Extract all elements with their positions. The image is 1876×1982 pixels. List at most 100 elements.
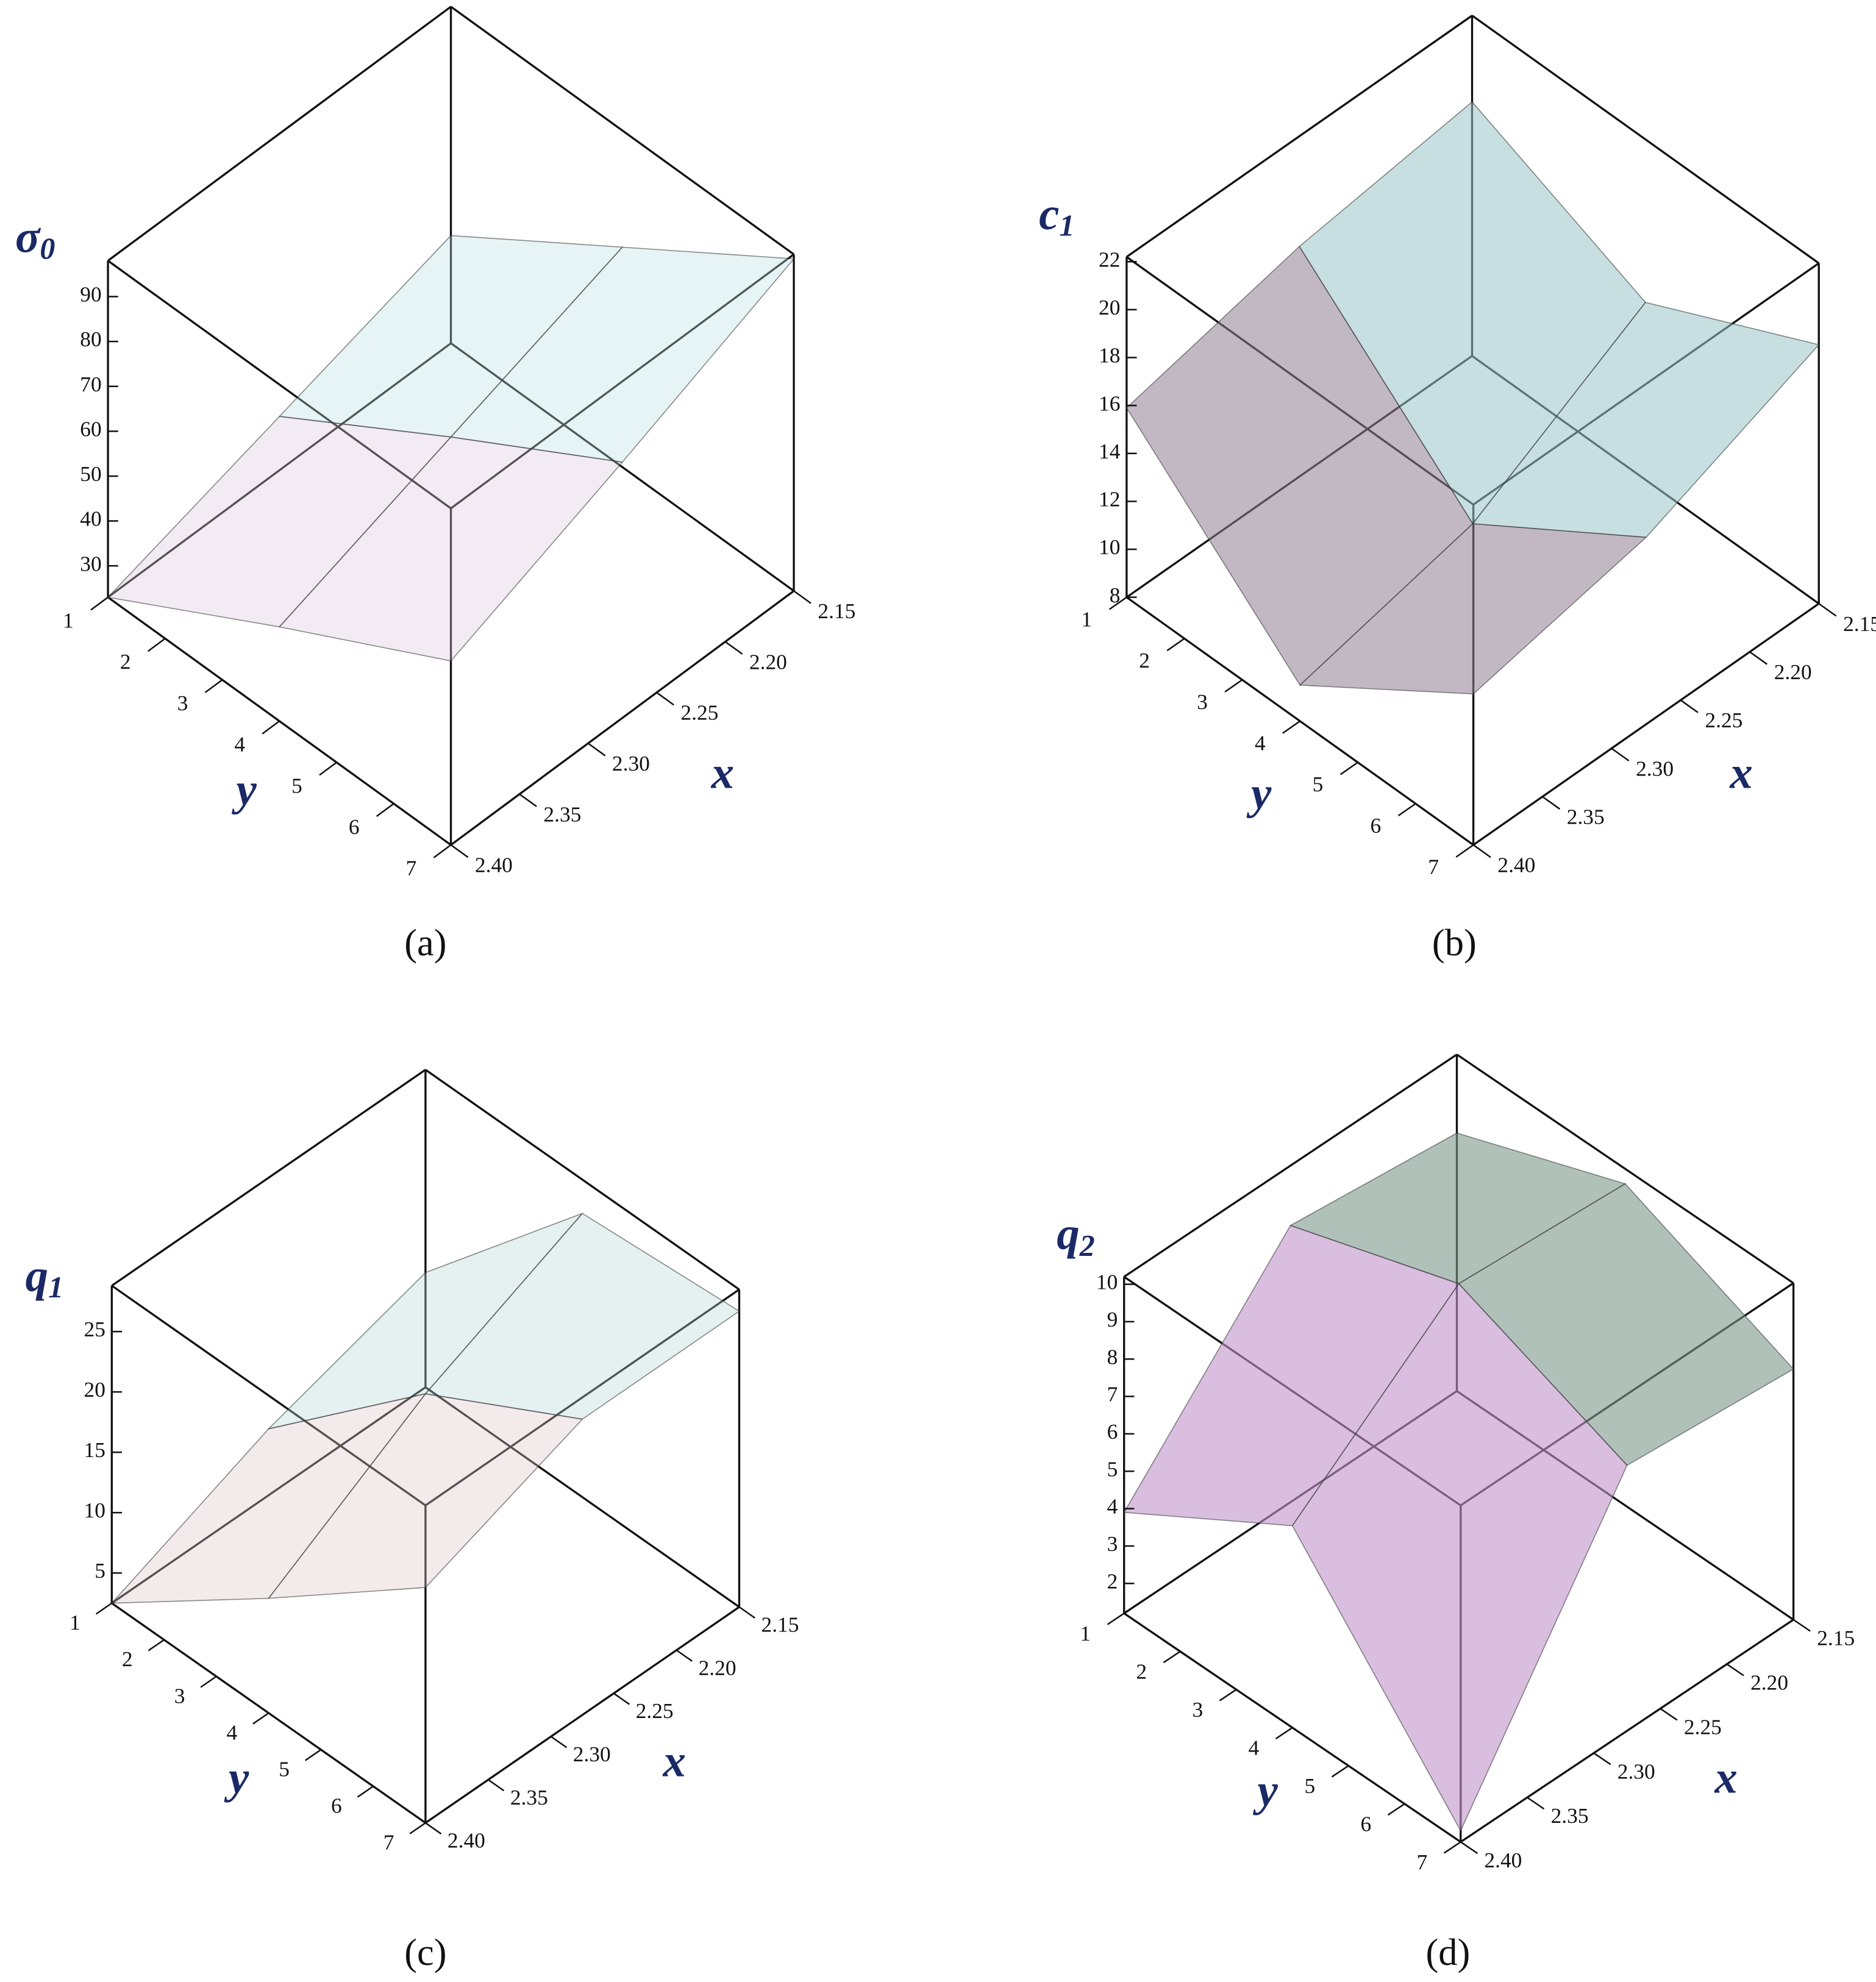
- z-axis-label: σ0: [15, 212, 55, 266]
- z-tick-label: 25: [84, 1317, 105, 1341]
- z-axis-label-main: q: [26, 1251, 49, 1302]
- z-tick-label: 80: [80, 327, 101, 351]
- y-tick: [357, 1785, 374, 1798]
- surface-plot: 1 2 3 4 5 6 7 2.15 2.20 2.25 2.30 2.35 2.40 30 40 50 60 7…: [15, 5, 855, 964]
- box-edge: [450, 253, 795, 510]
- z-tick-label: 12: [1099, 487, 1120, 512]
- z-axis-label: q1: [26, 1251, 63, 1305]
- box-edge: [1471, 15, 1820, 265]
- y-tick-label: 1: [63, 608, 74, 632]
- x-tick-label: 2.25: [680, 700, 718, 725]
- surface-cell: [1291, 1283, 1628, 1832]
- panel-label: (b): [1432, 921, 1477, 964]
- y-tick: [262, 720, 280, 735]
- x-tick: [587, 743, 606, 757]
- x-tick-label: 2.15: [761, 1612, 799, 1636]
- z-tick-label: 22: [1099, 247, 1120, 271]
- box-edge: [111, 1285, 426, 1506]
- y-tick-label: 4: [234, 732, 245, 757]
- y-tick: [1443, 1841, 1461, 1854]
- y-tick: [95, 1602, 113, 1615]
- z-axis-label-sub: 1: [48, 1271, 63, 1305]
- y-tick-label: 4: [1248, 1735, 1259, 1759]
- y-tick-label: 5: [279, 1756, 290, 1781]
- z-tick-label: 20: [1099, 295, 1120, 319]
- y-axis-label: y: [1252, 1765, 1278, 1816]
- surface-cell: [267, 1393, 583, 1599]
- x-tick-label: 2.35: [510, 1785, 548, 1809]
- z-tick-label: 30: [80, 551, 101, 576]
- surface-cell: [278, 436, 624, 662]
- x-axis-label: x: [1714, 1753, 1738, 1803]
- box-edge: [111, 1386, 426, 1605]
- y-tick-label: 2: [1139, 648, 1150, 672]
- y-tick: [1163, 1650, 1181, 1664]
- x-tick: [793, 590, 811, 604]
- y-tick-label: 5: [1304, 1773, 1315, 1798]
- x-tick-label: 2.25: [1705, 708, 1742, 732]
- z-axis-label-sub: 1: [1059, 209, 1074, 243]
- x-tick: [425, 1822, 442, 1835]
- y-tick-label: 6: [331, 1794, 342, 1818]
- y-tick-label: 2: [120, 649, 131, 674]
- x-tick: [551, 1736, 568, 1749]
- z-tick-label: 3: [1107, 1531, 1118, 1556]
- z-tick-label: 16: [1099, 391, 1120, 415]
- box-edge: [450, 5, 795, 255]
- y-tick-label: 7: [383, 1830, 394, 1855]
- box-edge: [1123, 1053, 1458, 1278]
- y-tick-label: 3: [1192, 1697, 1203, 1722]
- y-tick: [319, 761, 337, 776]
- box-edge: [107, 5, 452, 262]
- y-tick: [1107, 1613, 1125, 1625]
- y-tick-label: 5: [291, 773, 302, 797]
- y-tick-label: 3: [1197, 690, 1208, 714]
- x-tick: [656, 691, 674, 706]
- surface-plot: 1 2 3 4 5 6 7 2.15 2.20 2.25 2.30 2.35 2.40 5 10 15 20 25…: [26, 1069, 799, 1973]
- z-tick-label: 5: [95, 1558, 105, 1583]
- x-tick: [1472, 844, 1491, 858]
- x-tick: [488, 1779, 505, 1792]
- box-edge: [1125, 15, 1473, 258]
- x-tick: [1611, 747, 1630, 761]
- x-tick: [1460, 1841, 1478, 1855]
- x-tick: [738, 1606, 755, 1619]
- x-tick-label: 2.40: [475, 853, 513, 877]
- x-tick: [1593, 1752, 1611, 1766]
- y-tick: [304, 1749, 322, 1761]
- y-tick: [1455, 844, 1474, 858]
- z-axis-label-main: σ: [15, 212, 41, 263]
- box-edge: [111, 1069, 426, 1287]
- x-tick: [724, 641, 743, 655]
- box-edge: [111, 1602, 426, 1824]
- y-tick: [252, 1712, 269, 1725]
- y-tick: [90, 596, 109, 611]
- x-tick-label: 2.30: [1636, 756, 1674, 780]
- x-tick: [450, 844, 469, 858]
- box-edge: [107, 342, 452, 599]
- y-tick: [1108, 596, 1127, 610]
- y-tick-label: 2: [122, 1647, 133, 1671]
- z-tick-label: 5: [1107, 1456, 1118, 1481]
- surface-plot: 1 2 3 4 5 6 7 2.15 2.20 2.25 2.30 2.35 2.40 2 3 4 5 6 7 8 9 1…: [1057, 1053, 1855, 1973]
- box-edge: [424, 1288, 740, 1506]
- x-tick: [1792, 1619, 1811, 1632]
- x-tick-label: 2.35: [1567, 804, 1605, 829]
- panel-label: (d): [1426, 1931, 1471, 1973]
- x-tick: [1660, 1708, 1678, 1721]
- z-tick-label: 50: [80, 462, 101, 486]
- y-tick: [409, 1822, 426, 1834]
- y-tick: [433, 844, 452, 858]
- y-tick: [376, 803, 394, 818]
- z-tick-label: 40: [80, 507, 101, 531]
- x-tick-label: 2.15: [1817, 1626, 1855, 1650]
- x-tick: [1542, 796, 1561, 810]
- x-tick-label: 2.20: [1774, 660, 1812, 684]
- box-edge: [1456, 1053, 1794, 1285]
- y-tick-label: 4: [1255, 731, 1266, 755]
- y-tick-label: 4: [226, 1720, 237, 1744]
- z-tick-label: 2: [1107, 1569, 1118, 1593]
- x-tick-label: 2.15: [1843, 611, 1876, 636]
